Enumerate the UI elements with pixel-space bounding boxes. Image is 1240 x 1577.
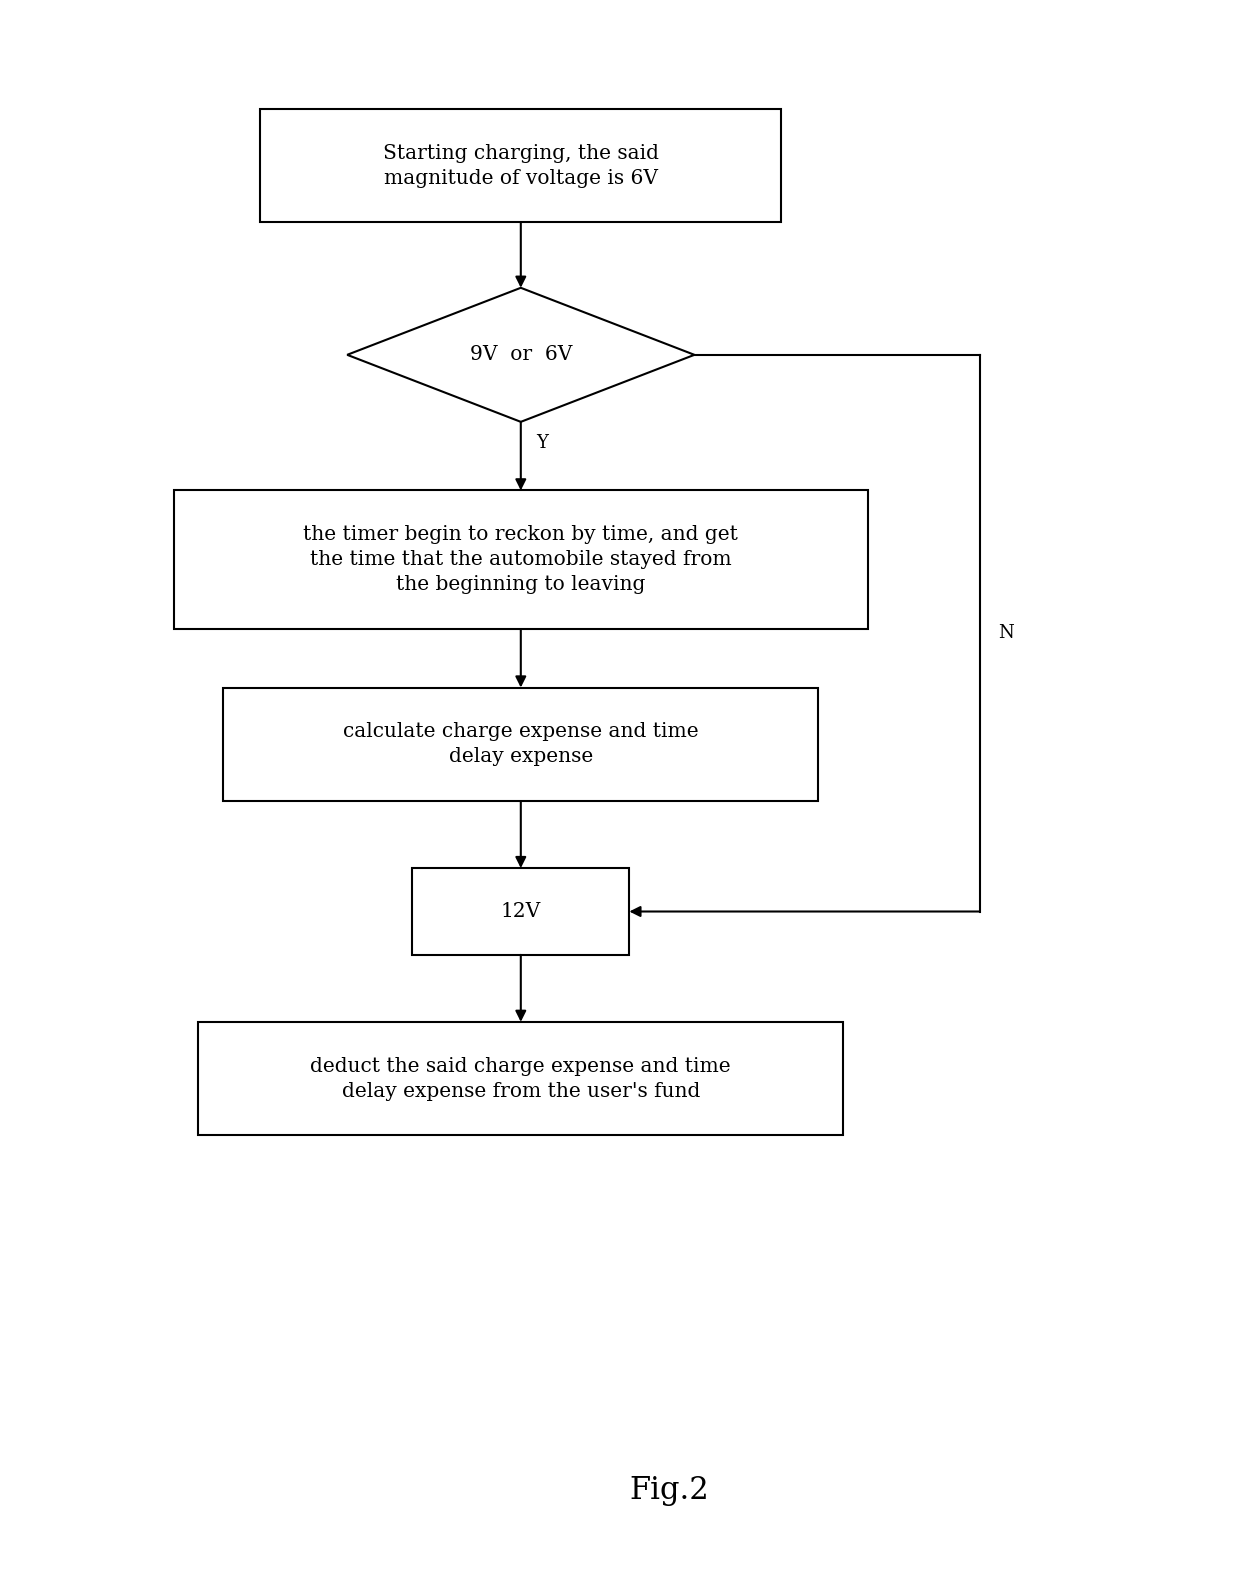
Text: Y: Y [536,434,548,453]
FancyBboxPatch shape [174,490,868,629]
FancyBboxPatch shape [260,109,781,222]
FancyBboxPatch shape [412,867,630,956]
Text: 12V: 12V [501,902,541,921]
FancyBboxPatch shape [223,688,818,801]
Polygon shape [347,287,694,421]
Text: N: N [998,624,1014,642]
Text: the timer begin to reckon by time, and get
the time that the automobile stayed f: the timer begin to reckon by time, and g… [304,525,738,595]
Text: Starting charging, the said
magnitude of voltage is 6V: Starting charging, the said magnitude of… [383,144,658,188]
Text: calculate charge expense and time
delay expense: calculate charge expense and time delay … [343,722,698,766]
Text: 9V  or  6V: 9V or 6V [470,345,572,364]
Text: Fig.2: Fig.2 [630,1474,709,1506]
Text: deduct the said charge expense and time
delay expense from the user's fund: deduct the said charge expense and time … [310,1057,732,1101]
FancyBboxPatch shape [198,1022,843,1135]
